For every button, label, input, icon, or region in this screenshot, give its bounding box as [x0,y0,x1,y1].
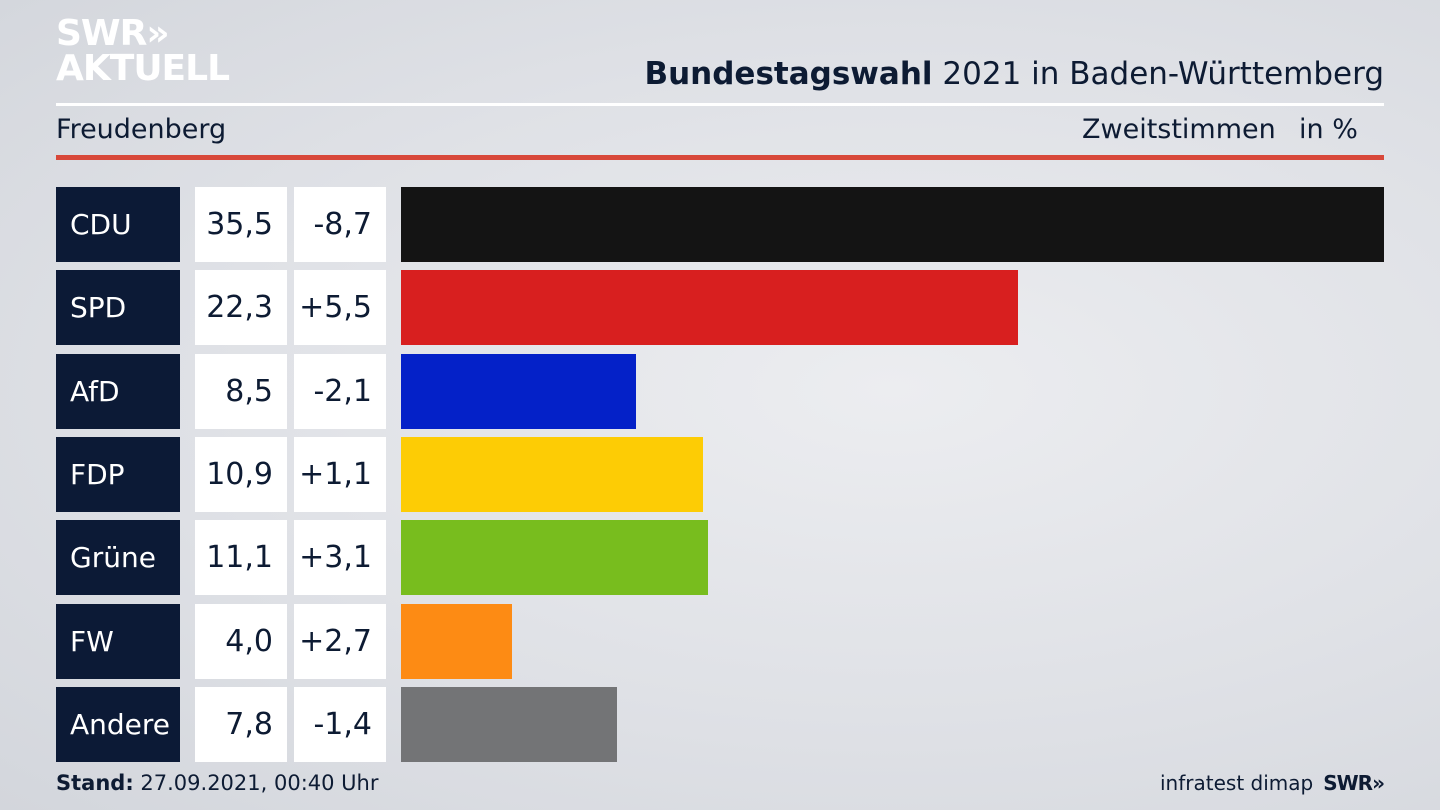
accent-divider [56,155,1384,160]
change-label: +5,5 [294,270,386,346]
brand-logo: SWR» [1323,771,1385,795]
value-label: 35,5 [195,187,287,262]
change-label: +3,1 [294,520,386,596]
chart-row: CDU 35,5 -8,7 [56,187,1384,262]
header-divider [56,103,1384,106]
bar [401,187,1384,262]
chart-row: AfD 8,5 -2,1 [56,353,1384,429]
party-label: Andere [56,686,180,762]
value-label: 22,3 [195,270,287,346]
value-label: 10,9 [195,436,287,512]
timestamp: Stand: 27.09.2021, 00:40 Uhr [56,771,379,795]
party-label: Grüne [56,520,180,596]
party-label: CDU [56,187,180,262]
bar [401,686,617,762]
change-label: -1,4 [294,686,386,762]
timestamp-label: Stand: [56,771,134,795]
chart-row: Grüne 11,1 +3,1 [56,520,1384,596]
party-label: FDP [56,436,180,512]
chart-row: FW 4,0 +2,7 [56,603,1384,679]
bar [401,270,1019,346]
chart-title-bold: Bundestagswahl [644,56,933,92]
change-label: -8,7 [294,187,386,262]
chart-row: FDP 10,9 +1,1 [56,436,1384,512]
bar [401,353,637,429]
chart-title-rest: 2021 in Baden-Württemberg [932,56,1384,92]
logo-line-1: SWR» [56,13,170,54]
value-label: 11,1 [195,520,287,596]
swr-aktuell-logo: SWR» AKTUELL [56,13,230,89]
logo-line-2: AKTUELL [56,48,230,89]
value-label: 4,0 [195,603,287,679]
party-label: SPD [56,270,180,346]
timestamp-value: 27.09.2021, 00:40 Uhr [133,771,379,795]
bar [401,436,703,512]
party-label: AfD [56,353,180,429]
change-label: -2,1 [294,353,386,429]
value-label: 7,8 [195,686,287,762]
value-label: 8,5 [195,353,287,429]
source-name: infratest dimap [1160,771,1314,795]
place-name: Freudenberg [56,114,227,145]
party-label: FW [56,603,180,679]
measure-label: Zweitstimmen [1082,114,1276,145]
chart-title: Bundestagswahl 2021 in Baden-Württemberg [644,56,1384,92]
bar [401,520,709,596]
source-credit: infratest dimap SWR» [1160,771,1385,795]
bar [401,603,512,679]
change-label: +1,1 [294,436,386,512]
chart-row: SPD 22,3 +5,5 [56,270,1384,346]
chart-row: Andere 7,8 -1,4 [56,686,1384,762]
unit-label: in % [1299,114,1358,145]
change-label: +2,7 [294,603,386,679]
